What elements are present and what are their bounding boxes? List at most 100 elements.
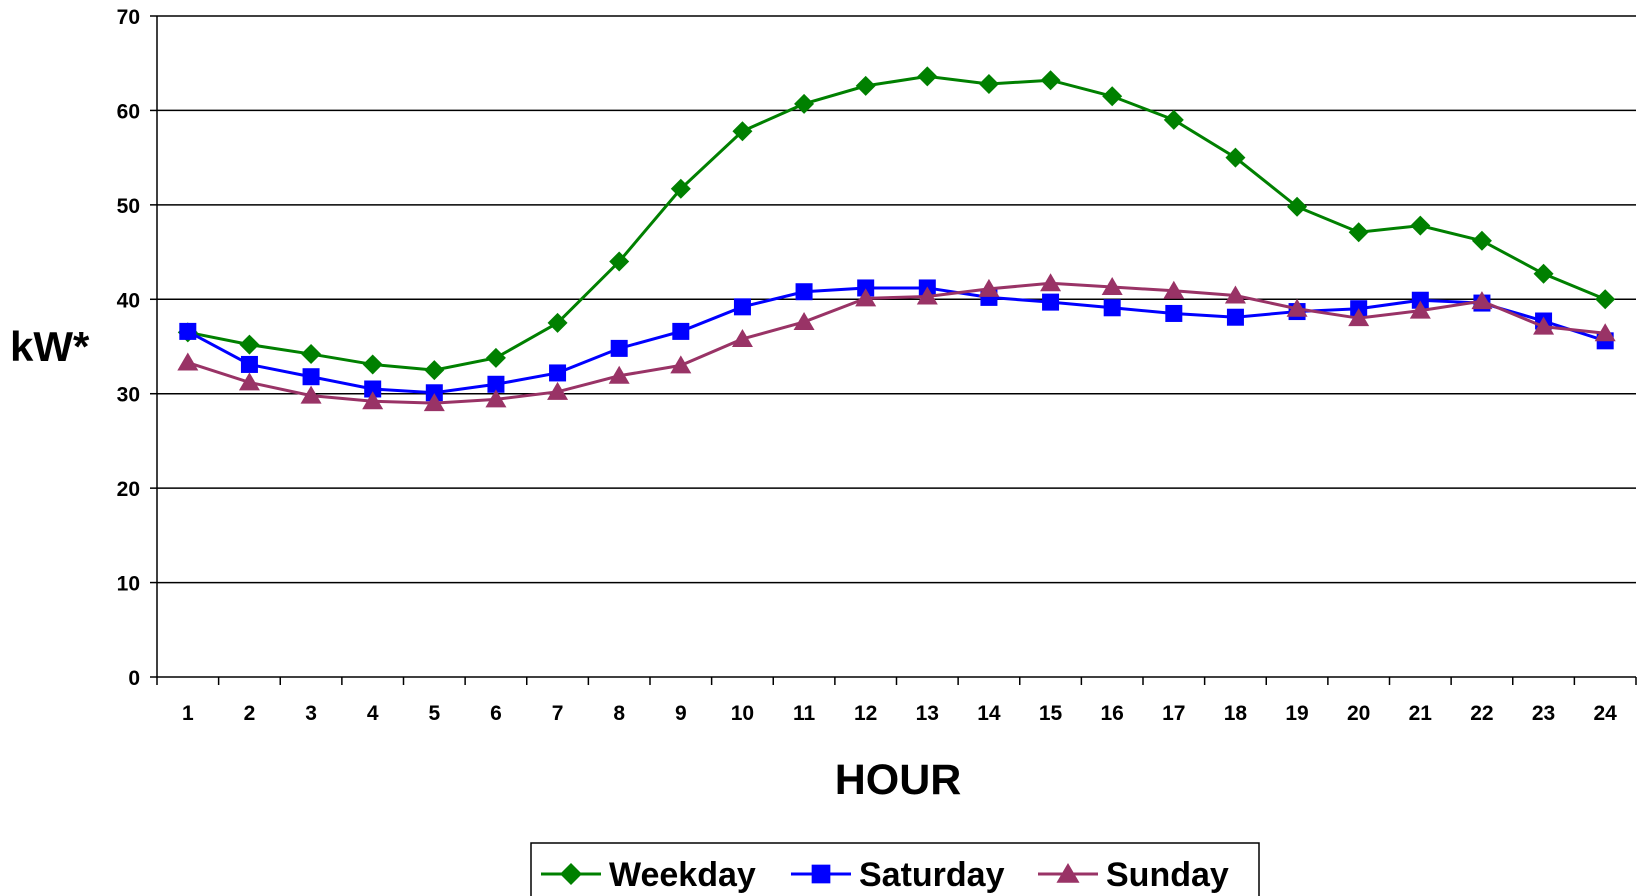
data-point-triangle (1533, 316, 1555, 335)
data-point-diamond (1533, 263, 1554, 284)
series-group (177, 66, 1616, 412)
gridlines (157, 15, 1636, 584)
x-tick-label: 4 (367, 702, 379, 725)
data-point-diamond (1410, 215, 1431, 236)
data-point-square (1165, 304, 1183, 322)
data-point-square (811, 864, 831, 884)
data-point-triangle (731, 328, 753, 347)
legend-label: Weekday (609, 856, 756, 894)
x-tick-label: 21 (1409, 702, 1433, 725)
x-tick-label: 10 (731, 702, 754, 725)
data-point-square (364, 380, 382, 398)
x-tick-label: 16 (1101, 702, 1124, 725)
x-tick-label: 23 (1532, 702, 1555, 725)
y-tick-label: 60 (117, 100, 140, 123)
data-point-triangle (362, 391, 384, 410)
data-point-diamond (424, 360, 445, 381)
data-point-triangle (1056, 863, 1080, 883)
data-point-triangle (670, 355, 692, 374)
data-point-triangle (423, 393, 445, 412)
data-point-square (179, 322, 197, 340)
data-point-triangle (1163, 280, 1185, 299)
y-tick-label: 20 (117, 478, 140, 501)
data-point-diamond (1471, 230, 1492, 251)
x-tick-label: 14 (977, 702, 1001, 725)
y-tick-label: 30 (117, 384, 140, 407)
x-tick-label: 19 (1285, 702, 1308, 725)
data-point-triangle (793, 311, 815, 330)
data-point-triangle (608, 365, 630, 384)
data-point-triangle (855, 288, 877, 307)
axes (150, 15, 1637, 685)
data-point-square (302, 368, 320, 386)
data-point-triangle (978, 278, 1000, 297)
data-point-diamond (362, 354, 383, 375)
data-point-square (425, 384, 443, 402)
data-point-triangle (1409, 300, 1431, 319)
data-point-diamond (978, 73, 999, 94)
y-tick-label: 50 (117, 195, 140, 218)
x-tick-label: 22 (1470, 702, 1493, 725)
x-tick-label: 24 (1594, 702, 1618, 725)
x-tick-label: 2 (244, 702, 256, 725)
series-line (187, 281, 1606, 405)
data-point-diamond (917, 66, 938, 87)
data-point-square (1226, 308, 1244, 326)
x-tick-label: 1 (182, 702, 194, 725)
data-point-diamond (1040, 70, 1061, 91)
data-point-square (672, 322, 690, 340)
data-point-square (1042, 293, 1060, 311)
data-point-square (1103, 299, 1121, 317)
data-point-square (733, 298, 751, 316)
data-point-square (549, 364, 567, 382)
data-point-diamond (794, 93, 815, 114)
x-tick-label: 11 (793, 702, 816, 725)
y-tick-label: 40 (117, 289, 140, 312)
x-tick-label: 9 (675, 702, 687, 725)
y-tick-labels: 0 10 20 30 40 50 60 70 (117, 6, 140, 690)
x-tick-label: 7 (552, 702, 564, 725)
y-axis-title: kW* (10, 323, 90, 370)
x-tick-label: 6 (490, 702, 502, 725)
data-point-square (795, 283, 813, 301)
data-point-square (1411, 291, 1429, 309)
data-point-diamond (1225, 147, 1246, 168)
data-point-square (240, 355, 258, 373)
x-tick-label: 18 (1224, 702, 1248, 725)
data-point-triangle (1040, 273, 1062, 292)
series-weekday (177, 66, 1616, 381)
data-point-triangle (1101, 277, 1123, 296)
x-tick-label: 13 (916, 702, 939, 725)
data-point-diamond (1102, 86, 1123, 107)
series-sunday (177, 273, 1616, 412)
x-tick-labels: 1 2 3 4 5 6 7 8 9 10 11 12 13 14 15 16 17 18 19 20 21 22 23 24 (182, 702, 1617, 725)
legend-label: Sunday (1106, 856, 1229, 894)
legend-item-weekday: Weekday (541, 856, 756, 894)
y-tick-label: 0 (128, 667, 140, 690)
data-point-diamond (1287, 196, 1308, 217)
x-tick-label: 8 (613, 702, 625, 725)
data-point-diamond (609, 251, 630, 272)
x-tick-label: 17 (1162, 702, 1185, 725)
data-point-triangle (485, 389, 507, 408)
data-point-triangle (1286, 298, 1308, 317)
series-line (187, 74, 1606, 372)
x-tick-label: 15 (1039, 702, 1063, 725)
data-point-diamond (855, 75, 876, 96)
data-point-triangle (177, 352, 199, 371)
data-point-diamond (1348, 222, 1369, 243)
x-tick-label: 12 (854, 702, 877, 725)
data-point-diamond (547, 312, 568, 333)
legend-box (530, 842, 1260, 896)
x-tick-label: 5 (428, 702, 440, 725)
data-point-diamond (1163, 109, 1184, 130)
data-point-triangle (916, 286, 938, 305)
data-point-diamond (239, 334, 260, 355)
legend-item-sunday: Sunday (1038, 856, 1229, 894)
data-point-diamond (301, 344, 322, 365)
data-point-diamond (732, 121, 753, 142)
series-line (187, 286, 1606, 395)
data-point-square (487, 375, 505, 393)
data-point-triangle (238, 372, 260, 391)
